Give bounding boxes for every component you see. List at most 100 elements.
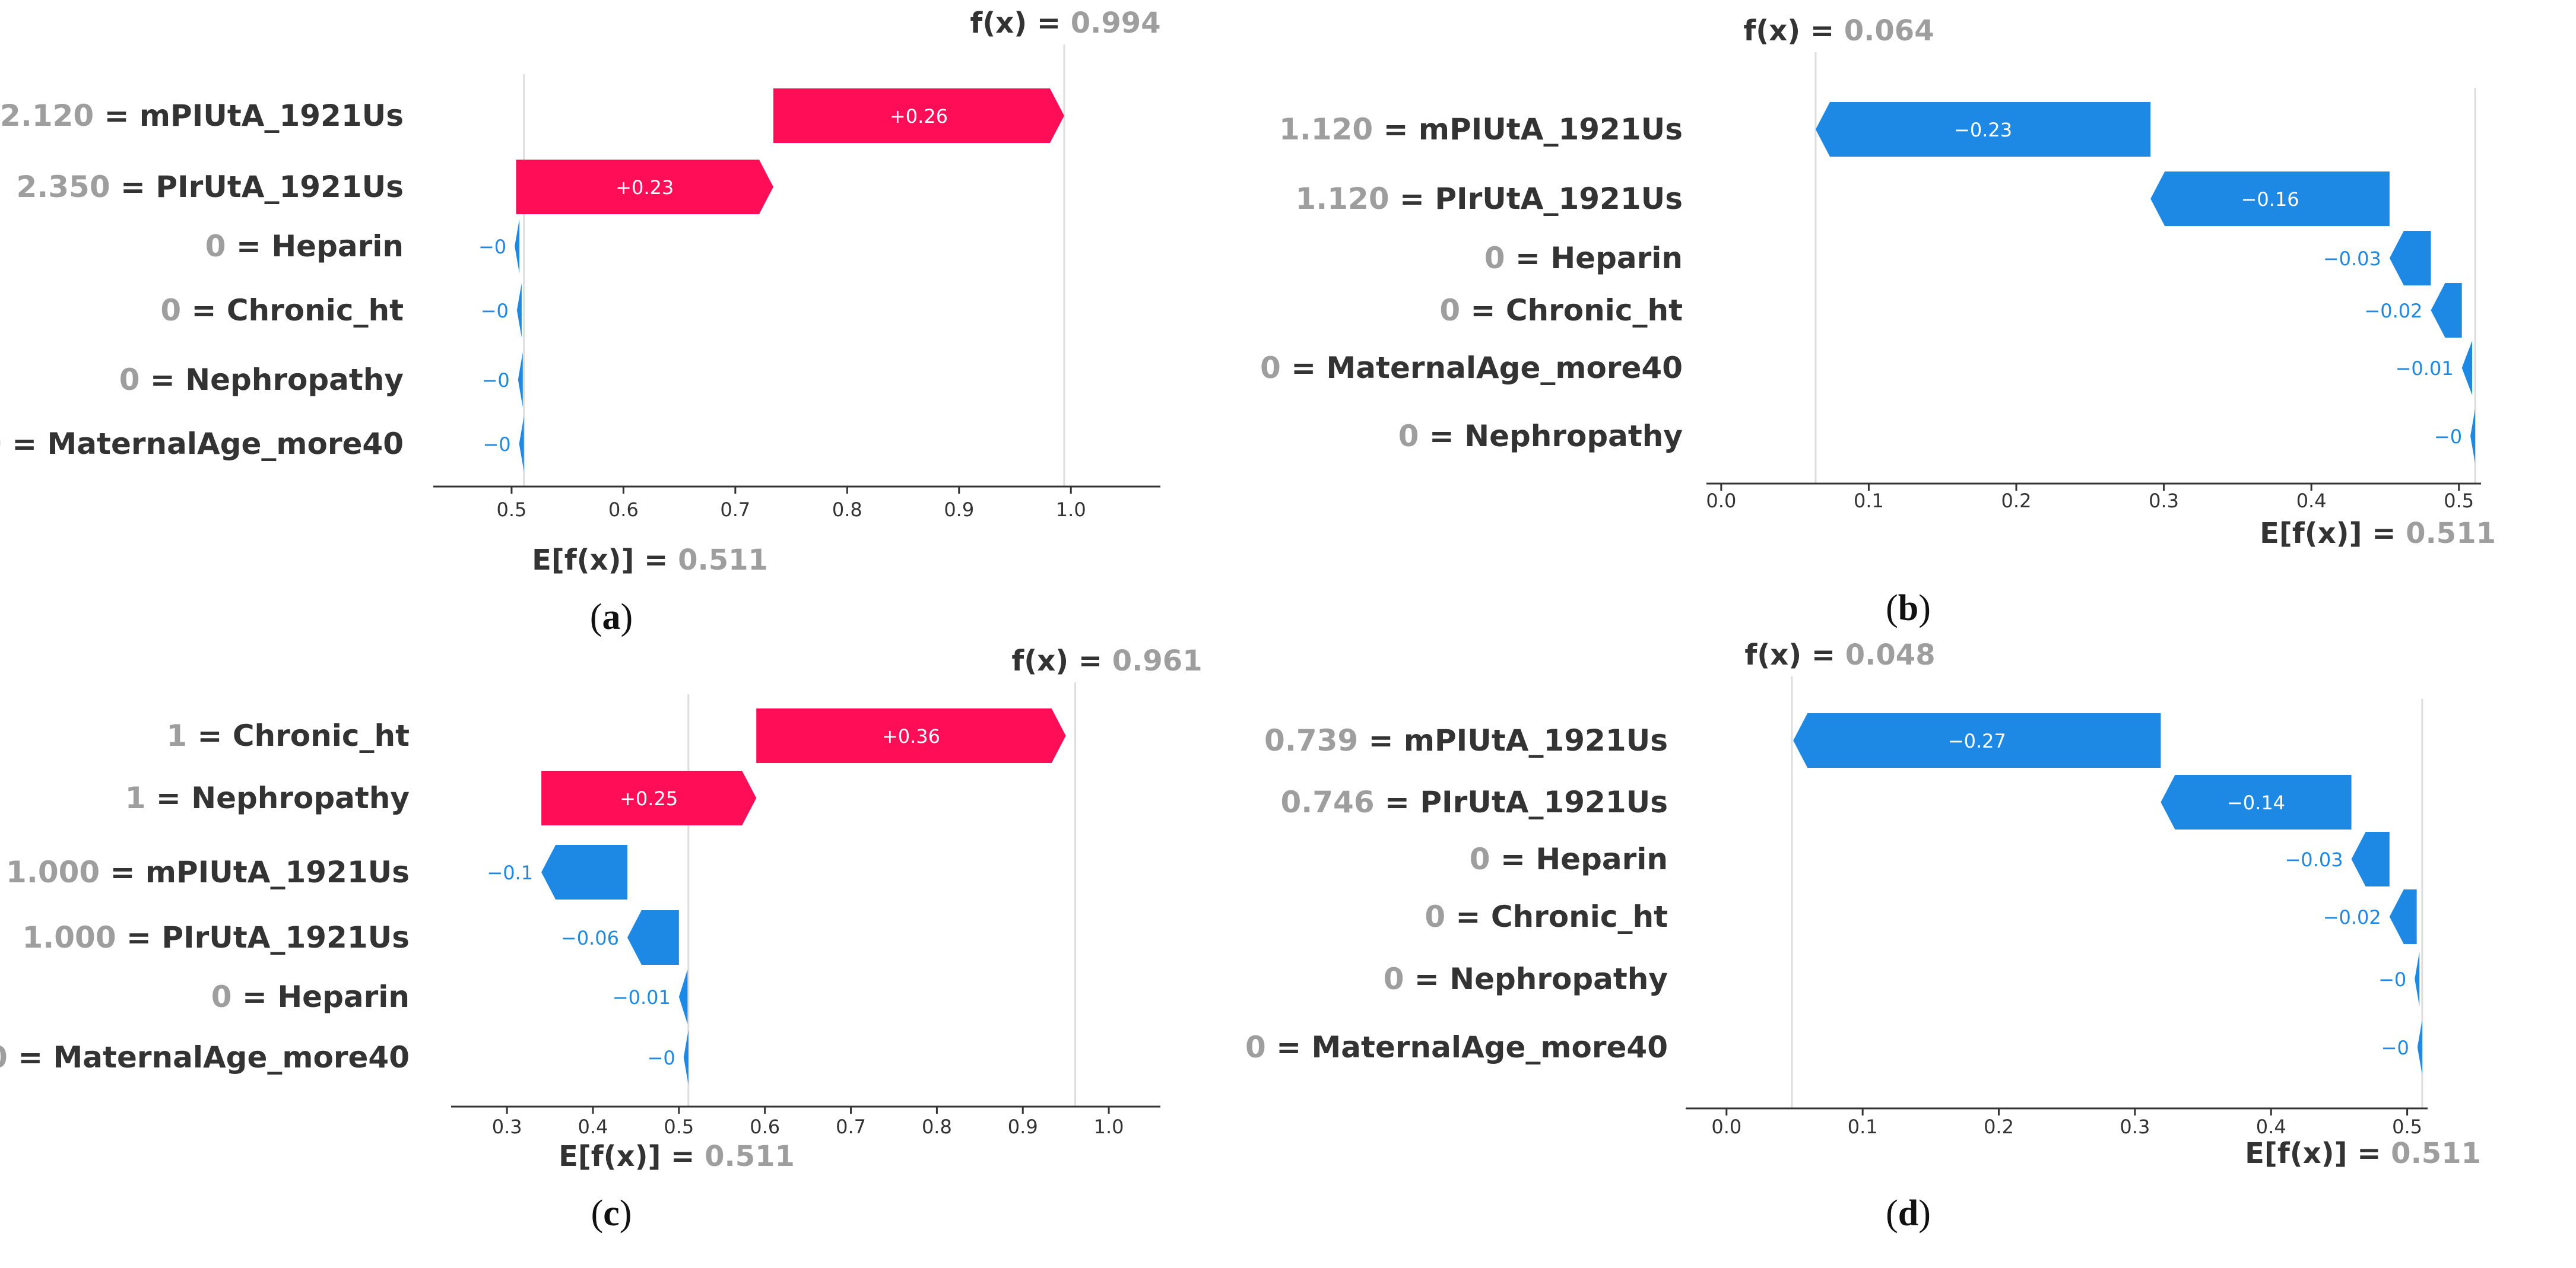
feature-name: mPIUtA_1921Us [1404,723,1668,758]
efx-label: E[f(x)] = [559,1140,705,1173]
waterfall-bar [515,219,520,274]
feature-value: 0 [0,427,2,461]
waterfall-bar [678,970,688,1024]
bar-value-label: −0.01 [2396,357,2454,380]
feature-equals: = [1389,182,1435,216]
bar-value-label: +0.36 [882,725,940,748]
panel-paren: ) [621,597,633,637]
waterfall-bar [2389,231,2431,285]
bar-value-label: −0.16 [2241,188,2299,211]
feature-value: 2.350 [16,170,110,204]
x-tick-label: 0.8 [922,1116,952,1138]
bar-value-label: −0.03 [2285,848,2343,871]
efx-label: E[f(x)] = [532,544,678,577]
panel-letter: d [1898,1193,1918,1234]
feature-equals: = [1404,962,1450,996]
bar-value-label: −0 [2434,425,2462,448]
fx-label: f(x) = [1743,14,1844,47]
waterfall-panel-a: +0.26 2.120 = mPIUtA_1921Us +0.23 2.350 = P… [0,7,1161,637]
feature-value: 0 [119,363,140,397]
feature-equals: = [94,98,139,133]
feature-name: mPIUtA_1921Us [1419,112,1683,147]
feature-value: 0 [1439,293,1460,328]
feature-name: mPIUtA_1921Us [139,98,404,133]
feature-name: PIrUtA_1921Us [1435,182,1683,216]
fx-label: f(x) = [1011,644,1112,678]
feature-name: MaternalAge_more40 [1312,1030,1668,1064]
efx-annotation: E[f(x)] = 0.511 [2260,517,2496,550]
feature-value: 0 [1425,900,1445,934]
feature-equals: = [140,363,186,397]
bar-value-label: −0 [2381,1037,2409,1059]
x-tick-label: 0.7 [836,1116,866,1138]
x-tick-label: 0.9 [1008,1116,1038,1138]
feature-equals: = [116,920,162,955]
feature-equals: = [8,1040,53,1075]
efx-value: 0.511 [678,544,768,577]
panel-letter: c [603,1193,620,1234]
feature-value: 0 [1384,962,1404,996]
feature-label: 0 = MaternalAge_more40 [0,1040,410,1075]
efx-label: E[f(x)] = [2260,517,2406,550]
bar-value-label: −0 [478,236,506,258]
feature-label: 0 = Nephropathy [119,363,404,397]
feature-label: 0 = Heparin [205,229,404,263]
feature-equals: = [1419,419,1465,453]
waterfall-panel-c: +0.36 1 = Chronic_ht +0.25 1 = Nephropathy −… [0,644,1203,1234]
feature-label: 1 = Nephropathy [125,781,410,815]
feature-value: 2.120 [0,98,94,133]
fx-label: f(x) = [970,7,1070,40]
bar-value-label: −0.02 [2323,906,2381,929]
feature-name: Nephropathy [1464,419,1683,453]
waterfall-bar [2415,952,2420,1006]
feature-value: 1.120 [1279,112,1373,147]
feature-value: 0 [205,229,226,263]
x-tick-label: 0.3 [2120,1116,2150,1138]
bar-value-label: +0.25 [620,787,678,810]
panel-paren: ) [1918,588,1931,628]
waterfall-bar [516,160,773,214]
feature-name: MaternalAge_more40 [53,1040,410,1075]
feature-label: 2.350 = PIrUtA_1921Us [16,170,404,204]
waterfall-bar [2417,1020,2422,1075]
waterfall-bar [683,1030,689,1085]
panel-label: (a) [590,597,633,637]
bar-value-label: +0.26 [890,105,948,128]
panel-letter: b [1898,588,1918,628]
waterfall-bar [516,283,522,338]
feature-value: 0 [160,293,181,328]
feature-label: 1.120 = mPIUtA_1921Us [1279,112,1683,147]
feature-name: MaternalAge_more40 [1327,351,1683,385]
feature-name: Heparin [1536,842,1668,876]
x-tick-label: 1.0 [1056,498,1086,521]
feature-label: 0 = MaternalAge_more40 [1260,351,1683,385]
feature-name: Chronic_ht [227,293,404,328]
feature-label: 0 = Heparin [211,980,410,1014]
x-tick-label: 0.8 [832,498,862,521]
feature-label: 0 = MaternalAge_more40 [0,427,404,461]
waterfall-bar [2431,283,2462,338]
waterfall-bar [519,417,524,471]
feature-label: 2.120 = mPIUtA_1921Us [0,98,404,133]
panel-paren: ( [591,1193,604,1234]
x-tick-label: 0.2 [2001,490,2032,512]
feature-name: mPIUtA_1921Us [145,855,410,889]
feature-value: 1.000 [22,920,116,955]
feature-equals: = [1505,241,1551,275]
feature-name: Heparin [271,229,404,263]
panel-label: (c) [591,1193,632,1234]
x-tick-label: 0.3 [2149,490,2179,512]
x-tick-label: 0.2 [1984,1116,2014,1138]
fx-value: 0.048 [1845,638,1936,672]
x-tick-label: 0.5 [664,1116,694,1138]
x-tick-label: 0.4 [578,1116,608,1138]
feature-equals: = [110,170,156,204]
feature-equals: = [1445,900,1491,934]
x-tick-label: 0.1 [1854,490,1884,512]
feature-equals: = [1266,1030,1312,1064]
feature-label: 0 = Chronic_ht [1439,293,1683,328]
fx-annotation: f(x) = 0.961 [1011,644,1202,678]
feature-name: Nephropathy [1449,962,1668,996]
waterfall-bar [2161,775,2352,830]
